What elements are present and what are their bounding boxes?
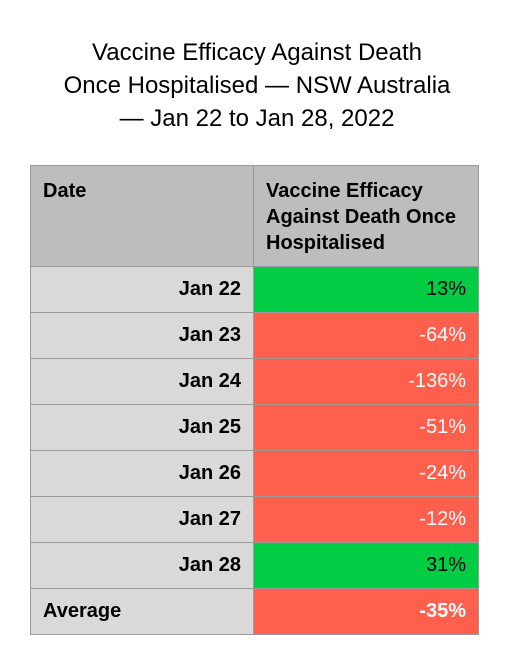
efficacy-value-cell: -51% xyxy=(253,404,479,451)
header-row: Date Vaccine Efficacy Against Death Once… xyxy=(30,165,479,267)
average-value-cell: -35% xyxy=(253,588,479,635)
date-cell: Jan 25 xyxy=(30,404,254,451)
date-cell: Jan 23 xyxy=(30,312,254,359)
table-row: Jan 26 -24% xyxy=(30,450,479,497)
date-cell: Jan 27 xyxy=(30,496,254,543)
title-line-3: — Jan 22 to Jan 28, 2022 xyxy=(119,105,395,132)
efficacy-value-cell: -136% xyxy=(253,358,479,405)
chart-title: Vaccine Efficacy Against Death Once Hosp… xyxy=(0,36,514,135)
title-line-2: Once Hospitalised — NSW Australia xyxy=(63,72,451,99)
table-row: Jan 25 -51% xyxy=(30,404,479,451)
table-row: Jan 23 -64% xyxy=(30,312,479,359)
efficacy-value-cell: 31% xyxy=(253,542,479,589)
efficacy-table: Date Vaccine Efficacy Against Death Once… xyxy=(30,165,479,635)
date-cell: Jan 26 xyxy=(30,450,254,497)
date-cell: Jan 28 xyxy=(30,542,254,589)
title-line-1: Vaccine Efficacy Against Death xyxy=(92,39,422,66)
average-label: Average xyxy=(30,588,254,635)
table-row: Jan 27 -12% xyxy=(30,496,479,543)
table-row: Jan 22 13% xyxy=(30,266,479,313)
efficacy-column-header: Vaccine Efficacy Against Death Once Hosp… xyxy=(253,165,479,267)
efficacy-value-cell: -24% xyxy=(253,450,479,497)
average-row: Average -35% xyxy=(30,588,479,635)
table-body: Jan 22 13% Jan 23 -64% Jan 24 -136% Jan 25 -51%… xyxy=(30,266,479,635)
efficacy-value-cell: -64% xyxy=(253,312,479,359)
table-row: Jan 28 31% xyxy=(30,542,479,589)
date-cell: Jan 22 xyxy=(30,266,254,313)
date-column-header: Date xyxy=(30,165,254,267)
table-row: Jan 24 -136% xyxy=(30,358,479,405)
date-cell: Jan 24 xyxy=(30,358,254,405)
efficacy-value-cell: 13% xyxy=(253,266,479,313)
efficacy-value-cell: -12% xyxy=(253,496,479,543)
